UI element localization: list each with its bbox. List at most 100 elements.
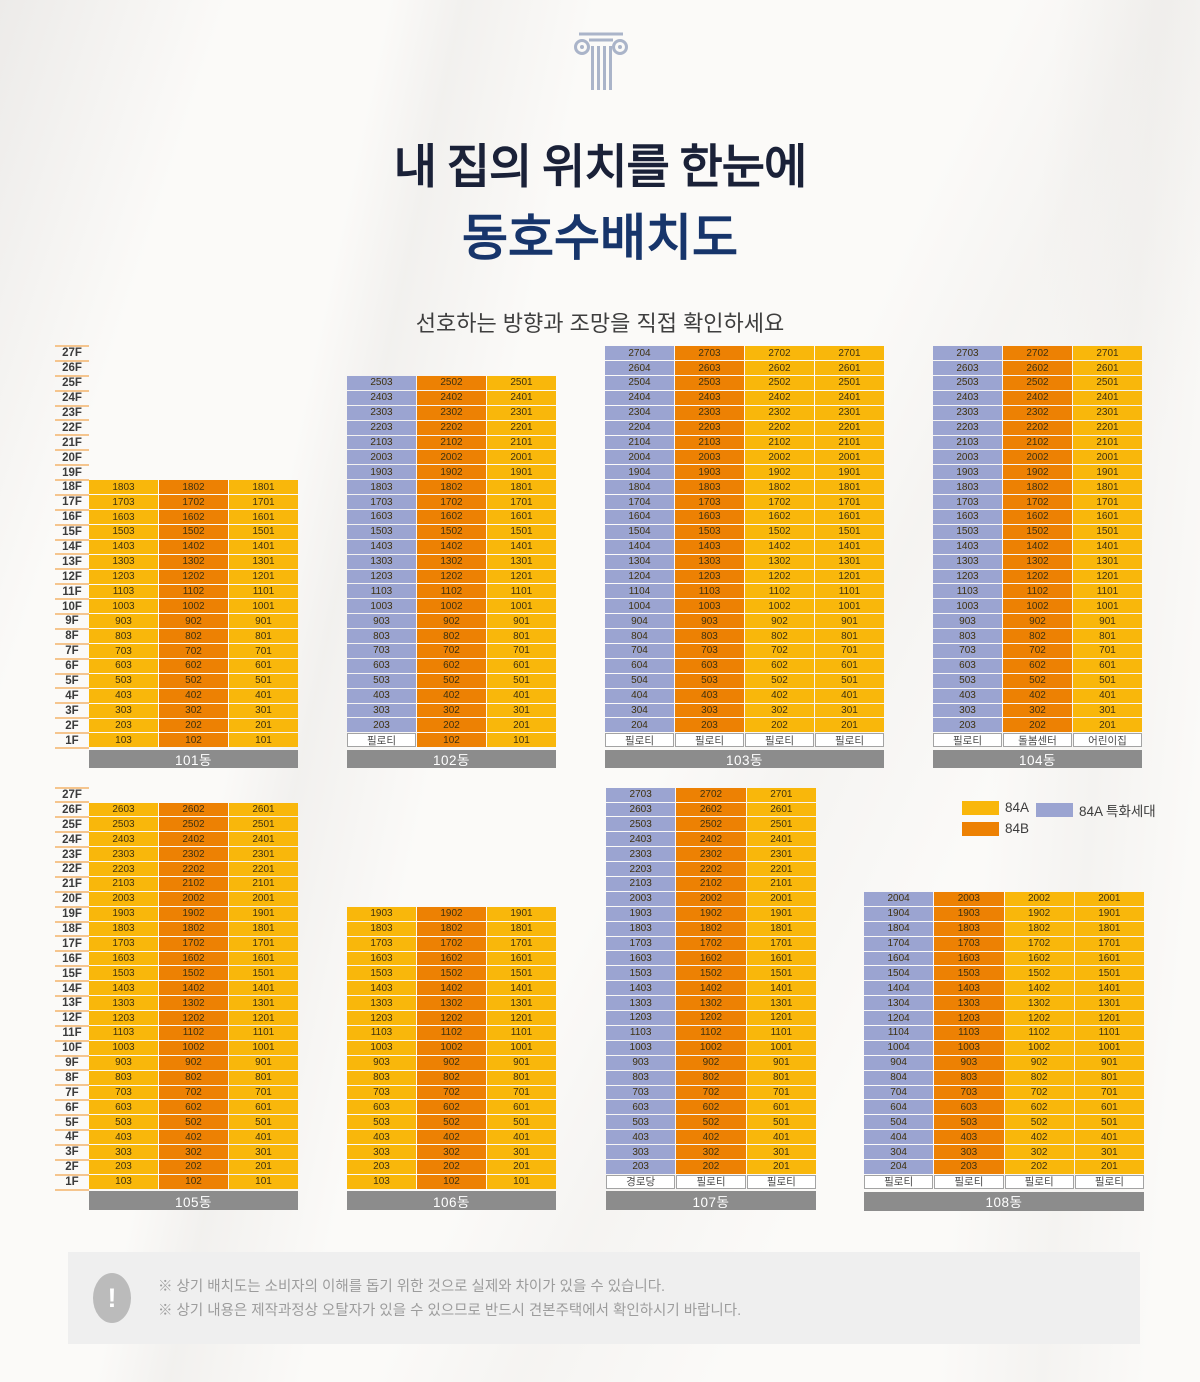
unit-cell: 1603 [606, 951, 676, 966]
unit-cell: 1504 [605, 524, 674, 539]
floor-label: 5F [55, 675, 89, 690]
unit-cell: 202 [745, 718, 814, 733]
unit-cell: 1402 [1004, 981, 1074, 996]
unit-cell: 804 [605, 629, 674, 643]
unit-cell: 1303 [89, 554, 158, 569]
unit-cell: 601 [229, 658, 298, 673]
unit-cell: 201 [746, 1159, 816, 1174]
unit-cell: 901 [746, 1055, 816, 1070]
unit-cell: 801 [487, 629, 556, 644]
unit-cell: 502 [1003, 673, 1072, 688]
unit-cell: 702 [745, 644, 814, 658]
unit-cell: 1202 [676, 1011, 746, 1025]
unit-cell: 1502 [159, 524, 228, 539]
unit-cell: 1402 [417, 539, 486, 554]
unit-cell: 2501 [1073, 375, 1142, 390]
unit-cell: 2704 [605, 346, 674, 361]
unit-cell: 1203 [933, 569, 1002, 584]
building-106동: 1903 1902 1901 1803 1802 1801 1703 1702 1701 1603… [347, 906, 556, 1211]
unit-cell: 1202 [159, 569, 228, 584]
unit-cell: 1003 [89, 1040, 158, 1055]
unit-cell: 1603 [675, 509, 744, 524]
unit-cell: 1303 [606, 996, 676, 1011]
unit-cell: 202 [159, 718, 228, 733]
unit-cell: 1901 [815, 465, 884, 480]
unit-cell: 2302 [1003, 405, 1072, 420]
unit-cell: 2003 [606, 891, 676, 906]
unit-cell: 1702 [159, 936, 228, 951]
unit-cell: 2703 [675, 346, 744, 361]
unit-cell: 1203 [606, 1011, 676, 1025]
unit-cell: 2003 [89, 891, 158, 906]
unit-cell: 2002 [745, 450, 814, 465]
unit-cell: 1004 [605, 599, 674, 614]
unit-cell: 503 [89, 1115, 158, 1130]
unit-cell: 701 [229, 644, 298, 658]
unit-cell: 1603 [89, 951, 158, 966]
unit-cell: 302 [159, 703, 228, 718]
unit-cell: 403 [933, 688, 1002, 703]
unit-cell: 1003 [347, 1040, 416, 1055]
unit-cell: 2103 [933, 435, 1002, 450]
floor-label: 18F [55, 923, 89, 938]
unit-cell: 1503 [934, 966, 1004, 981]
unit-cell: 803 [606, 1070, 676, 1085]
floor-label: 13F [55, 555, 89, 571]
unit-cell: 2101 [229, 877, 298, 891]
unit-cell: 1701 [229, 936, 298, 951]
unit-cell: 1004 [864, 1040, 934, 1055]
unit-cell: 1203 [934, 1011, 1004, 1026]
unit-cell: 2402 [159, 832, 228, 847]
unit-cell: 901 [1074, 1055, 1144, 1070]
unit-cell: 1302 [417, 996, 486, 1011]
unit-cell: 2303 [347, 405, 416, 420]
unit-cell: 802 [159, 629, 228, 644]
unit-cell: 1202 [417, 1011, 486, 1026]
building-103동: 2704 2703 2702 2701 2604 2603 2602 2601 2504 2503… [605, 346, 884, 768]
unit-grid: 2703 2702 2701 2603 2602 2601 2503 2502 2501 2403… [933, 346, 1142, 748]
unit-cell: 1502 [417, 524, 486, 539]
disclaimer-box: ! ※ 상기 배치도는 소비자의 이해를 돕기 위한 것으로 실제와 차이가 있… [68, 1252, 1140, 1344]
unit-cell: 103 [89, 733, 158, 748]
floor-label: 24F [55, 833, 89, 849]
unit-cell: 303 [934, 1145, 1004, 1160]
floor-label: 27F [55, 347, 89, 362]
floor-label: 8F [55, 1071, 89, 1087]
unit-cell: 2303 [675, 405, 744, 420]
unit-cell: 1101 [1073, 584, 1142, 599]
unit-cell: 1404 [605, 539, 674, 554]
unit-cell: 502 [676, 1115, 746, 1130]
unit-cell: 1001 [1073, 599, 1142, 614]
unit-cell: 2501 [815, 375, 884, 390]
floor-label: 11F [55, 1027, 89, 1042]
unit-cell: 403 [934, 1130, 1004, 1145]
unit-cell: 2403 [347, 390, 416, 405]
unit-cell: 302 [159, 1145, 228, 1159]
unit-cell: 2402 [676, 832, 746, 847]
unit-cell: 503 [347, 1115, 416, 1130]
exclamation-icon: ! [93, 1273, 131, 1323]
unit-cell: 1403 [89, 539, 158, 554]
unit-cell: 1703 [934, 936, 1004, 951]
unit-cell: 702 [1004, 1085, 1074, 1100]
unit-cell: 602 [1003, 658, 1072, 673]
unit-cell: 903 [606, 1055, 676, 1070]
unit-cell: 502 [159, 1115, 228, 1130]
building-label: 106동 [347, 1191, 556, 1211]
unit-cell: 301 [1073, 703, 1142, 718]
unit-cell: 1703 [89, 495, 158, 510]
unit-cell: 1401 [815, 539, 884, 554]
unit-cell: 902 [159, 614, 228, 629]
floor-label: 12F [55, 1012, 89, 1027]
unit-cell: 1201 [815, 569, 884, 584]
unit-cell: 1101 [1074, 1026, 1144, 1040]
unit-cell: 603 [606, 1100, 676, 1115]
unit-cell: 302 [417, 703, 486, 718]
unit-cell: 803 [347, 629, 416, 644]
unit-cell: 1101 [746, 1025, 816, 1040]
unit-cell: 1801 [1074, 921, 1144, 936]
unit-cell: 703 [89, 1085, 158, 1100]
unit-cell: 503 [347, 673, 416, 688]
unit-cell: 903 [933, 614, 1002, 629]
